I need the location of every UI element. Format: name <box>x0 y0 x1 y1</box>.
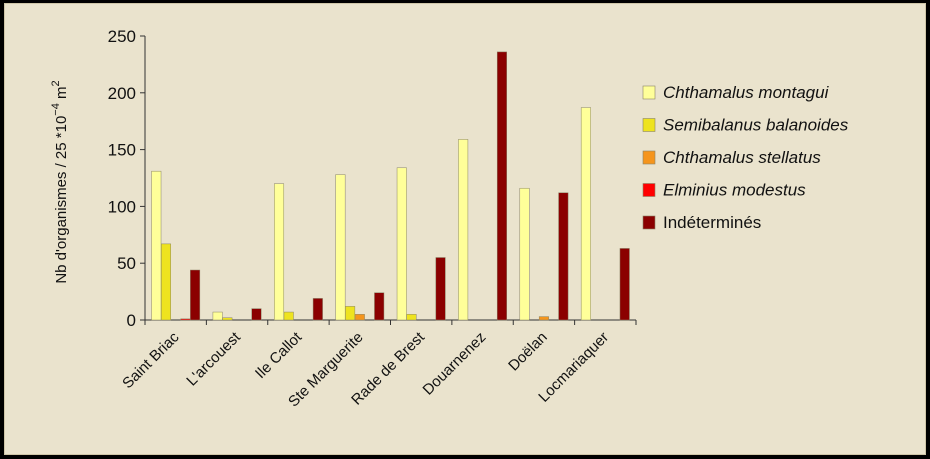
legend-label: Chthamalus stellatus <box>663 148 821 167</box>
legend-swatch <box>642 85 656 100</box>
y-tick-label: 0 <box>127 311 136 330</box>
legend-swatch <box>642 183 656 197</box>
legend-label: Indéterminés <box>663 213 761 232</box>
bar <box>160 243 171 321</box>
bar <box>619 248 630 321</box>
chart-legend: Chthamalus montagui Semibalanus balanoide… <box>642 83 849 232</box>
y-tick-label: 200 <box>108 84 136 103</box>
bar <box>406 314 417 321</box>
bar <box>458 139 469 321</box>
bar <box>180 318 191 321</box>
bar <box>212 311 223 321</box>
legend-swatch <box>642 118 656 132</box>
bar <box>580 107 591 321</box>
x-category-label: Ile Callot <box>252 328 306 382</box>
bar <box>558 192 569 321</box>
x-category-label: L'arcouest <box>183 328 244 389</box>
bar <box>151 170 162 321</box>
legend-label: Semibalanus balanoides <box>663 116 849 135</box>
y-axis-label-text: Nb d'organismes / 25 *10 <box>53 116 70 284</box>
bar <box>345 306 356 321</box>
bar <box>222 317 233 321</box>
legend-label: Elminius modestus <box>663 181 806 200</box>
x-category-label: Saint Briac <box>119 328 183 392</box>
bar <box>496 51 507 321</box>
bar <box>396 167 407 321</box>
bar <box>312 298 323 321</box>
y-axis-label: Nb d'organismes / 25 *10−4 m2 <box>50 80 70 283</box>
chart-bars <box>151 51 630 321</box>
bar <box>251 308 262 321</box>
legend-swatch <box>642 150 656 165</box>
y-axis-label-unit-exponent: 2 <box>50 80 62 86</box>
bar <box>374 292 385 321</box>
bar <box>190 269 201 321</box>
bar <box>538 316 549 321</box>
x-category-label: Doëlan <box>505 329 551 375</box>
x-category-label: Douarnenez <box>420 329 490 399</box>
chart-axes: 0 50 100 150 200 250 <box>108 27 637 330</box>
y-axis-label-unit: m <box>53 86 70 103</box>
y-tick-label: 250 <box>108 27 136 46</box>
bar <box>283 311 294 321</box>
bar <box>274 183 285 321</box>
y-tick-label: 100 <box>108 197 136 216</box>
legend-swatch <box>642 215 656 230</box>
y-axis-label-exponent: −4 <box>50 103 62 116</box>
bar <box>354 314 365 321</box>
y-tick-label: 150 <box>108 141 136 160</box>
bar <box>435 257 446 321</box>
y-tick-label: 50 <box>117 254 136 273</box>
legend-label: Chthamalus montagui <box>663 83 830 102</box>
bar <box>335 174 346 321</box>
bar <box>519 187 530 321</box>
